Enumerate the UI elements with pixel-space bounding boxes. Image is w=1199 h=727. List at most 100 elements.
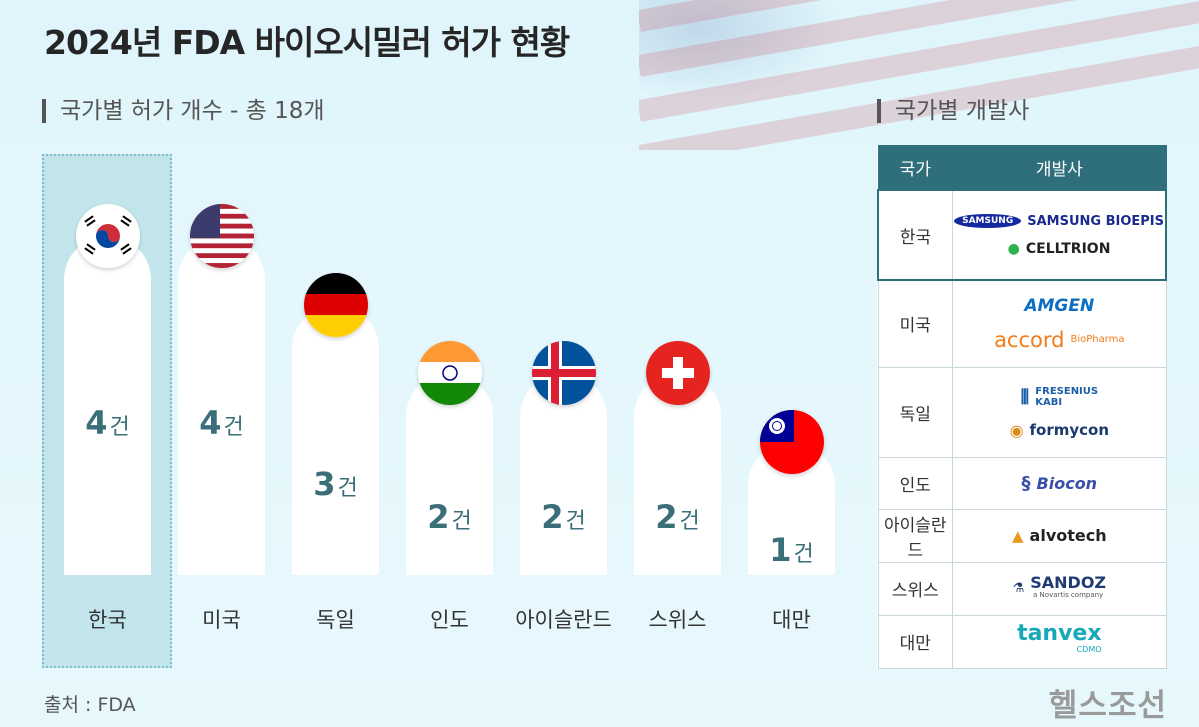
fresenius-icon: ⦀ <box>1020 384 1030 409</box>
usa-flag-icon <box>189 204 254 268</box>
table-cell-country: 독일 <box>877 366 954 458</box>
data-unit: 건 <box>565 509 586 535</box>
data-label-3: 2건 <box>390 498 510 536</box>
developer-logo: ⦀ FRESENIUS KABI <box>954 385 1164 409</box>
table-section-title: 국가별 개발사 <box>877 99 1029 123</box>
bar-5 <box>634 373 721 575</box>
data-value: 4 <box>85 404 108 442</box>
table-cell-developers: SAMSUNG SAMSUNG BIOEPIS ● CELLTRION <box>952 189 1168 281</box>
table-cell-country: 한국 <box>877 189 954 281</box>
table-cell-developers: AMGEN accord BioPharma <box>952 279 1167 368</box>
data-label-5: 2건 <box>618 498 738 536</box>
samsung-badge-icon: SAMSUNG <box>954 214 1022 228</box>
data-label-0: 4건 <box>48 404 168 442</box>
data-value: 2 <box>427 498 450 537</box>
developer-table: 국가 개발사 한국 SAMSUNG SAMSUNG BIOEPIS ● CELLTRIO… <box>877 145 1168 669</box>
category-label-4: 아이슬란드 <box>515 608 612 632</box>
bar-2 <box>292 304 379 575</box>
data-label-6: 1건 <box>732 531 852 569</box>
celltrion-dots-icon: ● <box>1007 240 1020 257</box>
chart-section-title: 국가별 허가 개수 - 총 18개 <box>42 99 325 123</box>
table-cell-developers: tanvex CDMO <box>952 614 1167 669</box>
bar-chart: 4건 한국 4건 미국 3건 독일 2건 인도 2건 아이슬란드 2건 스위스 1건 대만 <box>42 154 852 668</box>
alvotech-icon: ▲ <box>1011 526 1024 545</box>
germany-flag-icon <box>303 272 368 337</box>
switzerland-flag-icon <box>645 341 710 405</box>
data-unit: 건 <box>793 541 814 567</box>
developer-sub: BioPharma <box>1070 334 1125 346</box>
table-cell-developers: ⚗ SANDOZ a Novartis company <box>952 561 1167 616</box>
developer-name: SAMSUNG BIOEPIS <box>1027 213 1164 229</box>
developer-logo: ⚗ SANDOZ a Novartis company <box>954 572 1164 601</box>
table-cell-country: 미국 <box>877 279 954 368</box>
india-flag-icon <box>417 341 482 405</box>
formycon-icon: ◉ <box>1009 420 1024 440</box>
developer-logo: ▲ alvotech <box>954 526 1164 545</box>
data-label-1: 4건 <box>162 404 282 442</box>
bar-0 <box>64 236 151 575</box>
developer-name: tanvex <box>1017 620 1102 646</box>
page-title: 2024년 FDA 바이오시밀러 허가 현황 <box>44 23 570 62</box>
developer-name: formycon <box>1029 421 1110 439</box>
developer-logo: ● CELLTRION <box>954 241 1164 257</box>
korea-flag-icon <box>75 204 140 268</box>
developer-name: alvotech <box>1029 526 1107 545</box>
category-label-2: 독일 <box>316 608 355 632</box>
data-unit: 건 <box>337 476 358 502</box>
developer-name: FRESENIUS KABI <box>1035 385 1099 408</box>
data-label-2: 3건 <box>276 465 396 503</box>
developer-logo: ◉ formycon <box>954 421 1164 440</box>
data-unit: 건 <box>451 509 472 535</box>
table-cell-country: 대만 <box>877 614 954 669</box>
table-cell-developers: ⦀ FRESENIUS KABI ◉ formycon <box>952 366 1167 458</box>
bar-3 <box>406 373 493 575</box>
iceland-flag-icon <box>531 341 596 405</box>
developer-logo: AMGEN <box>954 296 1164 316</box>
table-row: 독일 ⦀ FRESENIUS KABI ◉ formycon <box>877 366 1167 458</box>
table-cell-country: 스위스 <box>877 561 954 616</box>
data-label-4: 2건 <box>504 498 624 536</box>
developer-name: accord <box>994 327 1065 352</box>
developer-logo: accord BioPharma <box>954 328 1164 352</box>
table-row: 미국 AMGEN accord BioPharma <box>877 279 1167 368</box>
developer-logo: tanvex CDMO <box>954 620 1164 658</box>
data-unit: 건 <box>679 509 700 535</box>
data-unit: 건 <box>223 415 244 440</box>
developer-sub: CDMO <box>1076 644 1102 654</box>
table-cell-country: 아이슬란드 <box>877 508 954 563</box>
developer-name: SANDOZ <box>1030 572 1107 592</box>
data-value: 2 <box>541 498 564 537</box>
bar-4 <box>520 373 607 575</box>
table-row: 스위스 ⚗ SANDOZ a Novartis company <box>877 561 1167 616</box>
sandoz-icon: ⚗ <box>1012 581 1025 596</box>
data-value: 2 <box>655 498 678 537</box>
table-cell-developers: ▲ alvotech <box>952 508 1167 563</box>
developer-logo: SAMSUNG SAMSUNG BIOEPIS <box>954 214 1164 229</box>
category-label-3: 인도 <box>430 608 469 632</box>
table-cell-country: 인도 <box>877 456 954 510</box>
bar-1 <box>178 236 265 575</box>
developer-name: CELLTRION <box>1025 240 1111 257</box>
data-value: 1 <box>769 530 792 569</box>
category-label-1: 미국 <box>202 608 241 632</box>
data-unit: 건 <box>109 415 130 440</box>
table-row: 한국 SAMSUNG SAMSUNG BIOEPIS ● CELLTRION <box>877 189 1168 281</box>
table-cell-developers: § Biocon <box>952 456 1167 510</box>
developer-sub: a Novartis company <box>1033 590 1104 599</box>
table-row: 대만 tanvex CDMO <box>877 614 1167 669</box>
data-value: 3 <box>313 465 336 504</box>
developer-logo: § Biocon <box>954 473 1164 494</box>
category-label-5: 스위스 <box>648 608 707 632</box>
table-row: 아이슬란드 ▲ alvotech <box>877 508 1167 563</box>
table-row: 인도 § Biocon <box>877 456 1167 510</box>
brand-logo: 헬스조선 <box>1048 688 1167 724</box>
table-header-developer: 개발사 <box>952 145 1167 191</box>
developer-name: Biocon <box>1036 473 1098 493</box>
developer-name: AMGEN <box>1024 295 1095 316</box>
biocon-icon: § <box>1021 472 1031 494</box>
category-label-0: 한국 <box>88 608 127 632</box>
taiwan-flag-icon <box>759 409 824 474</box>
data-value: 4 <box>199 404 222 442</box>
table-header-country: 국가 <box>877 145 954 191</box>
category-label-6: 대만 <box>772 608 811 632</box>
